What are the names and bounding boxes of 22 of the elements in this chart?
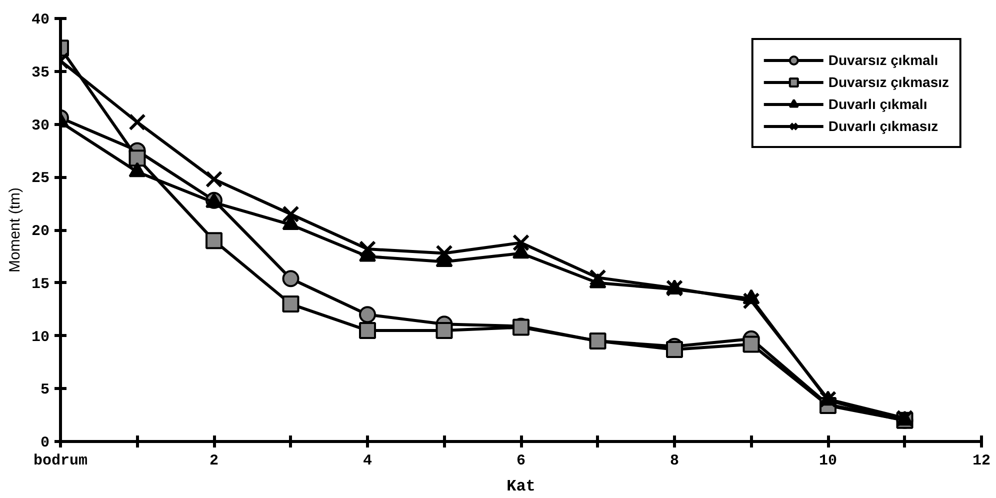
x-tick-label: 8: [670, 452, 680, 470]
x-tick-label: bodrum: [33, 452, 88, 470]
x-tick-label: 2: [210, 452, 219, 470]
y-tick-label: 20: [31, 223, 50, 240]
x-tick-label: 10: [819, 452, 838, 470]
y-tick-label: 5: [40, 382, 50, 399]
x-tick-label: 12: [972, 452, 991, 470]
y-tick-label: 35: [31, 64, 50, 82]
x-tick-label: 6: [516, 452, 526, 470]
y-axis-title: Moment (tm): [6, 187, 24, 272]
legend-label: Duvarsız çıkmasız: [828, 74, 949, 90]
y-tick-label: 10: [31, 328, 50, 346]
y-tick-label: 40: [31, 12, 50, 28]
legend-label: Duvarsız çıkmalı: [828, 52, 938, 68]
x-tick-label: 4: [363, 452, 372, 470]
y-tick-label: 15: [31, 276, 50, 293]
legend-label: Duvarlı çıkmasız: [828, 118, 938, 134]
y-tick-label: 25: [31, 170, 50, 188]
y-tick-label: 0: [40, 434, 50, 452]
legend-label: Duvarlı çıkmalı: [828, 96, 928, 112]
y-tick-label: 30: [31, 117, 50, 134]
x-axis-title: Kat: [506, 478, 536, 496]
